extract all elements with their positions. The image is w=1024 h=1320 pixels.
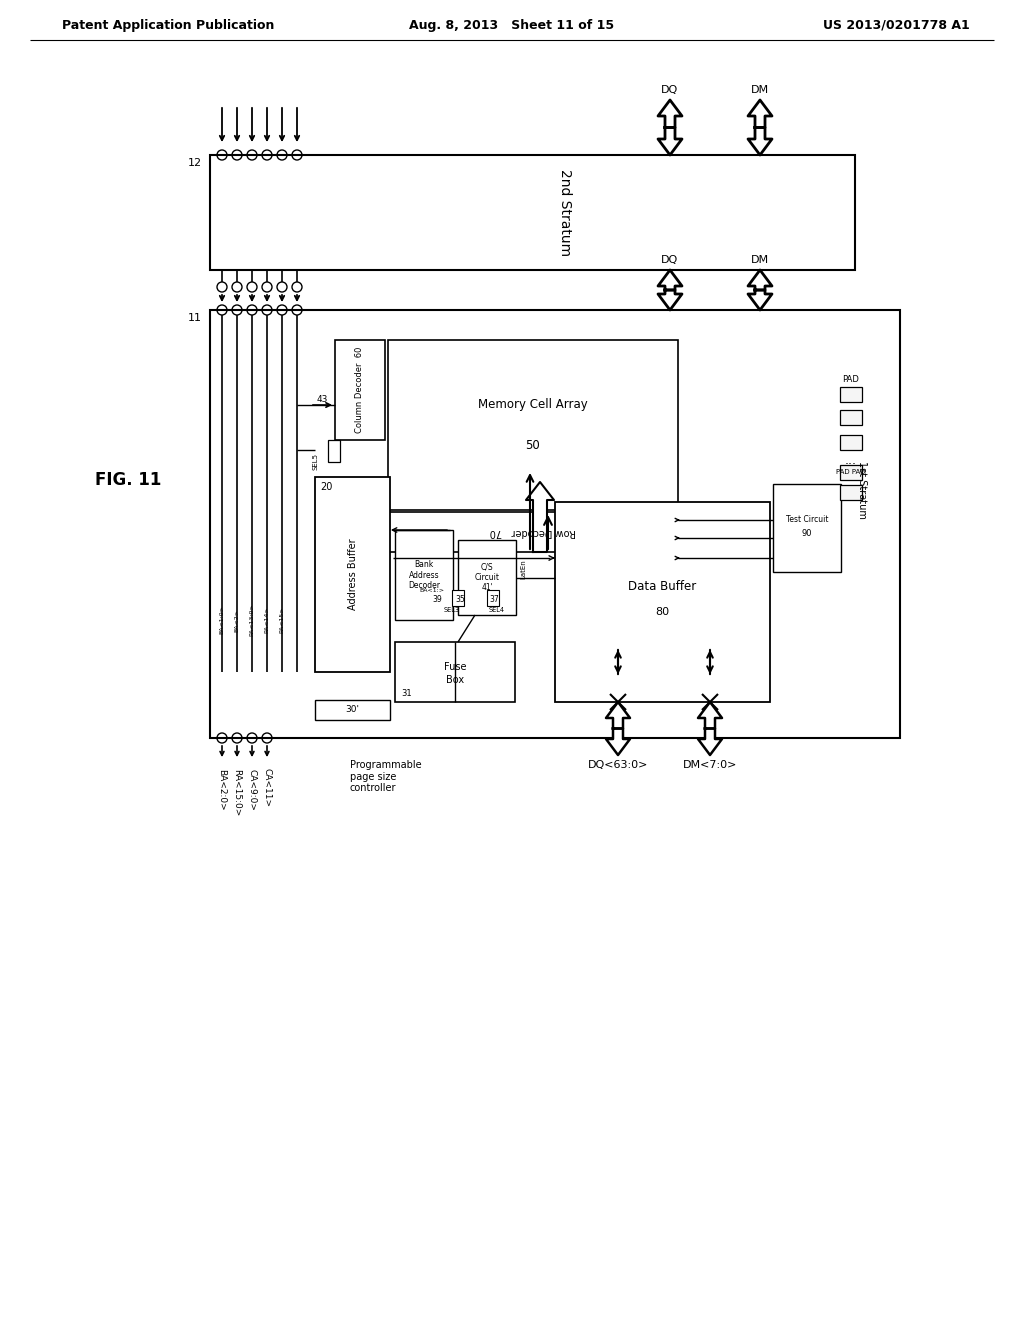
Text: DM: DM [751,255,769,265]
Text: DQ: DQ [662,84,679,95]
Text: CA<9:0>: CA<9:0> [248,770,256,810]
Text: LatEn: LatEn [520,560,526,579]
Text: Box: Box [445,675,464,685]
Text: Test Circuit: Test Circuit [785,516,828,524]
Bar [328,440,340,462]
Text: BA<2:0>: BA<2:0> [217,770,226,810]
Text: SEL5: SEL5 [313,454,319,470]
Bar [452,590,464,606]
Text: 1st Stratum: 1st Stratum [857,461,867,519]
Bar [395,531,453,620]
Text: PAD PAD: PAD PAD [837,469,865,475]
Text: C/S
Circuit
41': C/S Circuit 41' [474,562,500,593]
Text: SEL4: SEL4 [488,607,505,612]
Bar [840,484,862,500]
Polygon shape [698,729,722,755]
Text: BA<1:0>: BA<1:0> [219,606,224,635]
Text: Data Buffer: Data Buffer [629,581,696,594]
Bar [388,512,678,552]
Text: Memory Cell Array: Memory Cell Array [478,399,588,411]
Text: 43: 43 [316,396,328,404]
Polygon shape [658,100,682,128]
Bar [395,642,515,702]
Polygon shape [606,729,630,755]
Text: 37: 37 [489,595,499,605]
Polygon shape [748,290,772,310]
Polygon shape [748,128,772,154]
Text: CA<11>: CA<11> [262,768,271,808]
Text: RA<13:0>: RA<13:0> [250,603,255,636]
Polygon shape [698,702,722,729]
Text: Address Buffer: Address Buffer [347,539,357,610]
Text: Row Decoder   70: Row Decoder 70 [489,527,577,537]
Text: FIG. 11: FIG. 11 [95,471,162,488]
Bar [840,436,862,450]
Text: Fuse: Fuse [443,663,466,672]
Polygon shape [606,702,630,729]
Text: 39: 39 [432,595,442,605]
Bar [773,484,841,572]
Text: 2nd Stratum: 2nd Stratum [558,169,571,256]
Bar [487,590,499,606]
Text: PAD: PAD [843,375,859,384]
Bar [458,540,516,615]
Text: US 2013/0201778 A1: US 2013/0201778 A1 [823,18,970,32]
Bar [210,154,855,271]
Text: 11: 11 [188,313,202,323]
Polygon shape [658,271,682,290]
Text: 90: 90 [802,529,812,539]
Text: 80: 80 [655,607,670,616]
Text: RA<14>: RA<14> [264,607,269,634]
Bar [315,700,390,719]
Text: 50: 50 [525,438,541,451]
Text: Aug. 8, 2013   Sheet 11 of 15: Aug. 8, 2013 Sheet 11 of 15 [410,18,614,32]
Bar [315,477,390,672]
Bar [555,502,770,702]
Text: Column Decoder  60: Column Decoder 60 [355,347,365,433]
Text: Bank
Address
Decoder: Bank Address Decoder [408,560,440,590]
Bar [840,387,862,403]
Text: 31: 31 [401,689,412,698]
Bar [335,341,385,440]
Bar [388,341,678,510]
Text: SEL3: SEL3 [444,607,460,612]
Polygon shape [748,100,772,128]
Text: 12: 12 [188,158,202,168]
Text: ...: ... [845,454,857,466]
Polygon shape [748,271,772,290]
Bar [840,411,862,425]
Text: DQ: DQ [662,255,679,265]
Text: Patent Application Publication: Patent Application Publication [62,18,274,32]
Polygon shape [526,482,554,552]
Text: 35: 35 [455,595,465,605]
Bar [210,310,900,738]
Bar [840,465,862,480]
Text: RA<15>: RA<15> [280,607,285,634]
Text: Programmable
page size
controller: Programmable page size controller [350,760,422,793]
Text: 30': 30' [345,705,359,714]
Text: DQ<63:0>: DQ<63:0> [588,760,648,770]
Text: DM<7:0>: DM<7:0> [683,760,737,770]
Text: RA<15:0>: RA<15:0> [232,770,242,817]
Text: 20: 20 [319,482,333,492]
Text: DM: DM [751,84,769,95]
Polygon shape [658,128,682,154]
Text: BA<1:>: BA<1:> [420,587,444,593]
Polygon shape [658,290,682,310]
Text: BA<2>: BA<2> [234,609,240,631]
